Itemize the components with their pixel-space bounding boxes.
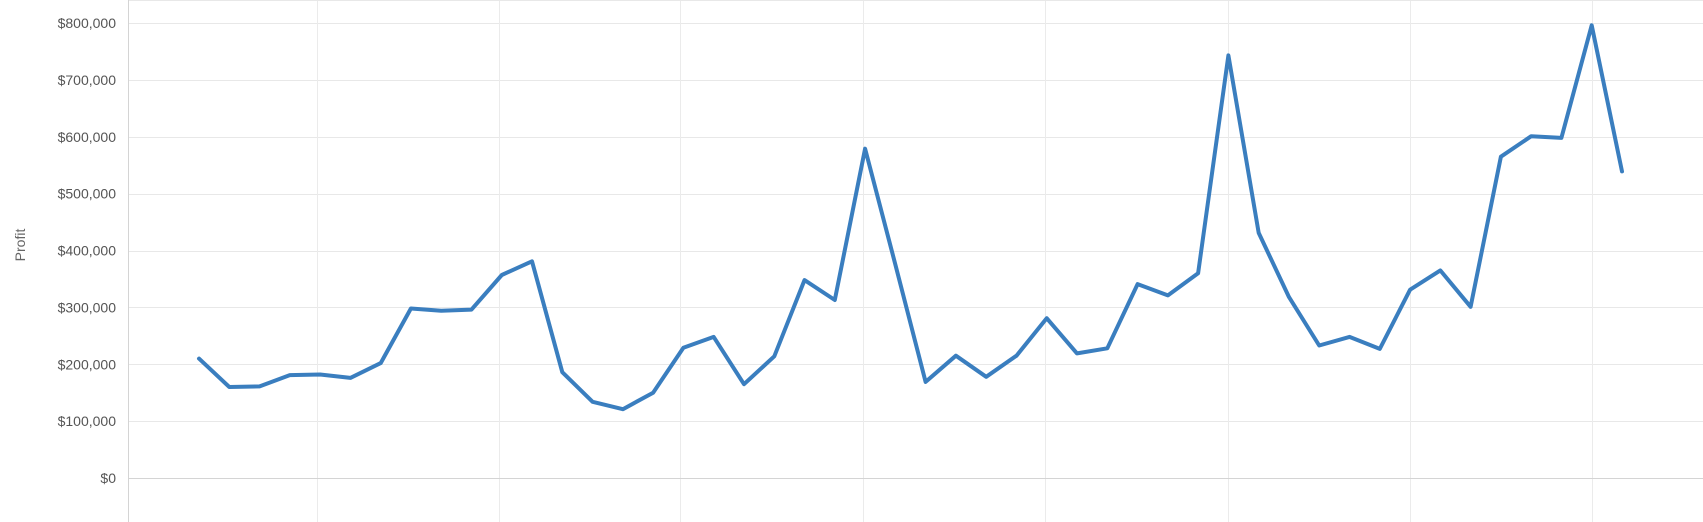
y-tick-label: $0 xyxy=(100,470,116,486)
y-tick-label: $500,000 xyxy=(58,186,117,202)
series-layer xyxy=(197,23,1624,412)
grid-layer xyxy=(128,0,1703,522)
y-tick-label: $100,000 xyxy=(58,413,117,429)
y-tick-label: $400,000 xyxy=(58,243,117,259)
y-tick-label: $300,000 xyxy=(58,299,117,315)
axis-layer: $0 $100,000 $200,000 $300,000 $400,000 $500,0… xyxy=(58,0,1703,522)
y-tick-label: $200,000 xyxy=(58,356,117,372)
y-axis-title: Profit xyxy=(12,229,28,262)
series-line xyxy=(197,23,1624,412)
y-tick-label: $700,000 xyxy=(58,72,117,88)
y-tick-label: $800,000 xyxy=(58,15,117,31)
y-tick-label: $600,000 xyxy=(58,129,117,145)
